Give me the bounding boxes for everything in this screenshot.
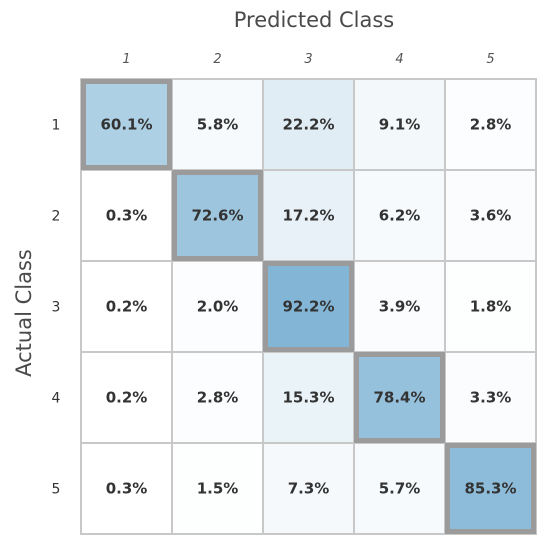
y-tick-label: 1	[52, 118, 61, 134]
diagonal-highlight-5	[445, 443, 536, 534]
cell-value-label: 2.8%	[197, 389, 239, 407]
diagonal-highlight-2	[172, 170, 263, 261]
x-axis-title: Predicted Class	[234, 8, 395, 32]
cell-value-label: 85.3%	[464, 480, 516, 498]
x-tick-label: 3	[304, 52, 312, 67]
cell-value-label: 92.2%	[282, 298, 334, 316]
heatmap-cells	[80, 78, 537, 535]
heatmap-cell-r2-c1	[80, 169, 173, 262]
cell-value-label: 3.9%	[379, 298, 421, 316]
diagonal-highlight-4	[354, 352, 445, 443]
cell-value-label: 7.3%	[288, 480, 330, 498]
heatmap-cell-r1-c2	[171, 78, 264, 171]
cell-value-label: 5.8%	[197, 116, 239, 134]
heatmap-cell-r1-c1	[80, 78, 173, 171]
heatmap-cell-r3-c2	[171, 260, 264, 353]
heatmap-cell-r4-c5	[444, 351, 537, 444]
cell-value-label: 5.7%	[379, 480, 421, 498]
cell-value-label: 9.1%	[379, 116, 421, 134]
heatmap-cell-r3-c4	[353, 260, 446, 353]
heatmap-cell-r4-c3	[262, 351, 355, 444]
cell-value-label: 17.2%	[282, 207, 334, 225]
cell-value-label: 2.8%	[470, 116, 512, 134]
cell-value-label: 1.8%	[470, 298, 512, 316]
heatmap-cell-r4-c2	[171, 351, 264, 444]
cell-value-label: 6.2%	[379, 207, 421, 225]
heatmap-cell-r4-c4	[353, 351, 446, 444]
diagonal-highlights	[81, 79, 536, 534]
heatmap-cell-r2-c5	[444, 169, 537, 262]
cell-value-label: 0.2%	[106, 298, 148, 316]
y-axis-title: Actual Class	[12, 249, 36, 377]
y-tick-labels: 1 2 3 4 5	[52, 118, 61, 498]
heatmap-cell-r5-c2	[171, 442, 264, 535]
cell-value-label: 1.5%	[197, 480, 239, 498]
y-tick-label: 3	[52, 300, 61, 316]
cell-value-label: 60.1%	[100, 116, 152, 134]
cell-value-labels: 60.1% 5.8% 22.2% 9.1% 2.8% 0.3% 72.6% 17.2% 6.2%…	[100, 116, 516, 498]
cell-value-label: 72.6%	[191, 207, 243, 225]
y-tick-label: 5	[52, 482, 61, 498]
cell-value-label: 78.4%	[373, 389, 425, 407]
x-tick-label: 1	[122, 52, 130, 67]
cell-value-label: 15.3%	[282, 389, 334, 407]
cell-value-label: 3.6%	[470, 207, 512, 225]
cell-value-label: 0.3%	[106, 207, 148, 225]
diagonal-highlight-1	[81, 79, 172, 170]
x-tick-label: 2	[213, 52, 221, 67]
y-tick-label: 2	[52, 209, 61, 225]
x-tick-labels: 1 2 3 4 5	[122, 52, 494, 67]
cell-value-label: 3.3%	[470, 389, 512, 407]
y-tick-label: 4	[52, 391, 61, 407]
cell-value-label: 2.0%	[197, 298, 239, 316]
heatmap-cell-r5-c3	[262, 442, 355, 535]
cell-value-label: 0.2%	[106, 389, 148, 407]
cell-value-label: 22.2%	[282, 116, 334, 134]
diagonal-highlight-3	[263, 261, 354, 352]
x-tick-label: 4	[395, 52, 403, 67]
x-tick-label: 5	[486, 52, 494, 67]
heatmap-cell-r4-c1	[80, 351, 173, 444]
heatmap-cell-r5-c1	[80, 442, 173, 535]
cell-value-label: 0.3%	[106, 480, 148, 498]
